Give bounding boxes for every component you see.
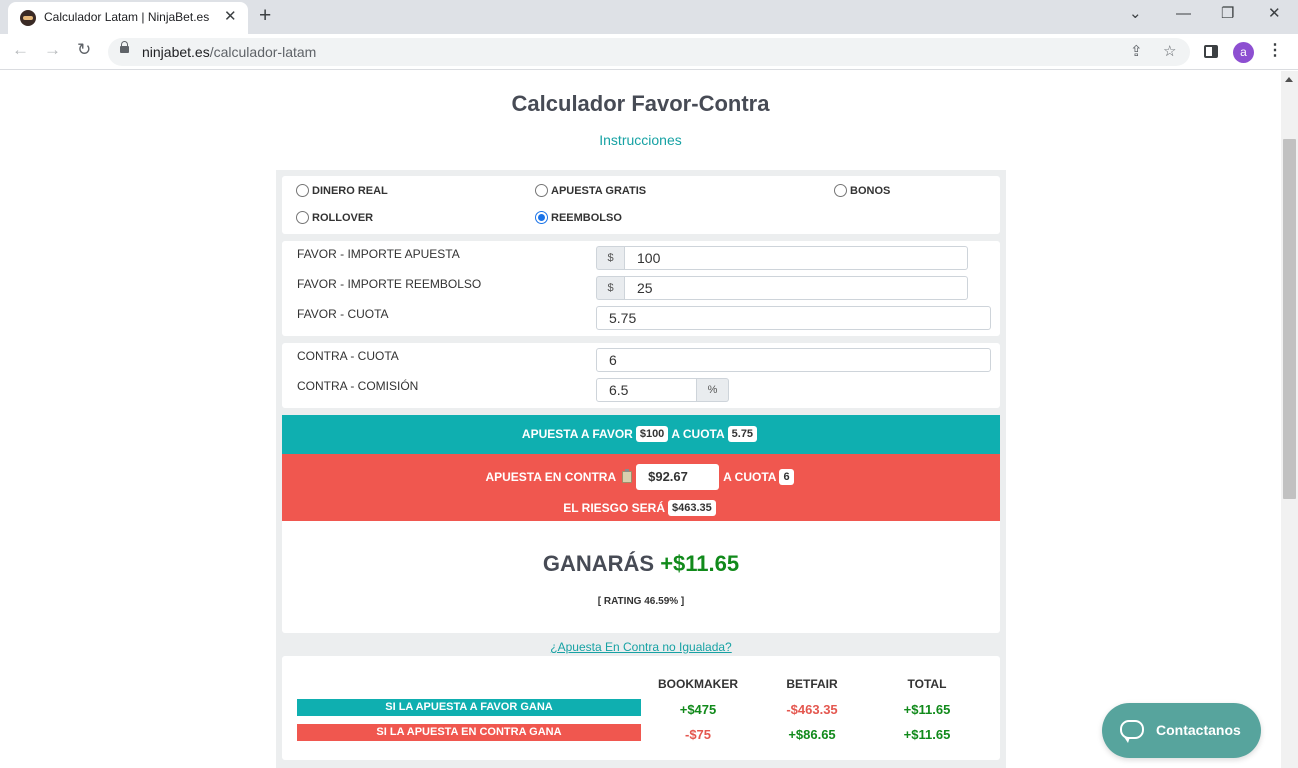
favor-card: FAVOR - IMPORTE APUESTA $ 100 FAVOR - IM… xyxy=(282,241,1000,336)
instructions-link[interactable]: Instrucciones xyxy=(599,132,682,148)
contra-commission-label: CONTRA - COMISIÓN xyxy=(297,379,419,393)
contact-button[interactable]: Contactanos xyxy=(1102,703,1261,758)
lay-bet-banner: APUESTA EN CONTRA $92.67 A CUOTA 6 EL RI… xyxy=(282,454,1000,521)
forward-icon[interactable]: → xyxy=(44,40,61,59)
favor-refund-input[interactable]: 25 xyxy=(624,276,968,300)
page-scrollbar[interactable] xyxy=(1281,71,1298,768)
restore-icon[interactable]: ❐ xyxy=(1221,5,1235,22)
profile-avatar[interactable]: a xyxy=(1233,42,1254,63)
radio-circle[interactable] xyxy=(535,184,548,197)
radio-circle[interactable] xyxy=(296,211,309,224)
favor-refund-group: $ 25 xyxy=(596,276,968,300)
browser-toolbar: ← → ↻ ninjabet.es/calculador-latam ⇪ ☆ a… xyxy=(0,34,1298,70)
page-title: Calculador Favor-Contra xyxy=(511,91,770,116)
unmatched-lay-link[interactable]: ¿Apuesta En Contra no Igualada? xyxy=(550,640,732,654)
rating-text: [ RATING 46.59% ] xyxy=(597,596,685,607)
col-header-total: TOTAL xyxy=(907,677,947,691)
scroll-up-icon[interactable] xyxy=(1285,77,1293,82)
radio-bonos[interactable]: BONOS xyxy=(834,184,890,197)
contra-odds-label: CONTRA - CUOTA xyxy=(297,349,399,363)
back-icon[interactable]: ← xyxy=(12,40,29,59)
currency-addon: $ xyxy=(596,246,624,270)
side-panel-icon[interactable] xyxy=(1204,45,1218,58)
back-odds-badge: 5.75 xyxy=(727,426,758,442)
cell-lay-wins-total: +$11.65 xyxy=(903,727,951,742)
radio-rollover[interactable]: ROLLOVER xyxy=(296,211,373,224)
profit-label: GANARÁS xyxy=(542,551,655,576)
share-icon[interactable]: ⇪ xyxy=(1130,43,1143,60)
bookmark-star-icon[interactable]: ☆ xyxy=(1163,43,1177,60)
lay-odds-prefix: A CUOTA xyxy=(723,470,777,484)
cell-back-wins-bookmaker: +$475 xyxy=(679,702,717,717)
favor-odds-group: 5.75 xyxy=(596,306,991,330)
contact-label: Contactanos xyxy=(1156,722,1241,738)
close-window-icon[interactable]: ✕ xyxy=(1268,5,1281,22)
cell-back-wins-betfair: -$463.35 xyxy=(786,702,838,717)
lay-bet-prefix: APUESTA EN CONTRA xyxy=(485,470,617,484)
back-stake-badge: $100 xyxy=(635,426,669,442)
row-label-back-wins: SI LA APUESTA A FAVOR GANA xyxy=(297,699,641,716)
lay-odds-badge: 6 xyxy=(779,469,794,485)
bet-type-card: DINERO REAL APUESTA GRATIS BONOS ROLLOVE… xyxy=(282,176,1000,234)
close-tab-icon[interactable]: ✕ xyxy=(224,8,237,25)
radio-circle-selected[interactable] xyxy=(535,211,548,224)
row-label-lay-wins: SI LA APUESTA EN CONTRA GANA xyxy=(297,724,641,741)
risk-label: EL RIESGO SERÁ xyxy=(563,501,666,515)
tab-title: Calculador Latam | NinjaBet.es xyxy=(44,10,210,24)
radio-apuesta-gratis[interactable]: APUESTA GRATIS xyxy=(535,184,646,197)
lay-stake-field[interactable]: $92.67 xyxy=(636,464,720,490)
scroll-thumb[interactable] xyxy=(1283,139,1296,499)
contra-commission-group: 6.5 % xyxy=(596,378,729,402)
contra-odds-input[interactable]: 6 xyxy=(596,348,991,372)
radio-reembolso[interactable]: REEMBOLSO xyxy=(535,211,622,224)
browser-menu-icon[interactable]: ⋮ xyxy=(1267,42,1283,59)
favor-stake-input[interactable]: 100 xyxy=(624,246,968,270)
minimize-icon[interactable]: — xyxy=(1176,5,1191,22)
url-text: ninjabet.es/calculador-latam xyxy=(142,44,317,60)
chat-bubble-icon xyxy=(1120,720,1144,743)
favor-odds-label: FAVOR - CUOTA xyxy=(297,307,389,321)
currency-addon: $ xyxy=(596,276,624,300)
radio-circle[interactable] xyxy=(296,184,309,197)
risk-badge: $463.35 xyxy=(668,500,716,516)
back-bet-prefix: APUESTA A FAVOR xyxy=(521,427,633,441)
profit-card xyxy=(282,521,1000,633)
clipboard-icon[interactable] xyxy=(622,469,633,483)
address-bar[interactable]: ninjabet.es/calculador-latam ⇪ ☆ xyxy=(108,38,1190,66)
radio-circle[interactable] xyxy=(834,184,847,197)
new-tab-icon[interactable]: + xyxy=(259,4,272,27)
browser-tab-bar: Calculador Latam | NinjaBet.es ✕ + ⌄ — ❐… xyxy=(0,0,1298,34)
profit-summary: GANARÁS +$11.65 xyxy=(282,551,1000,577)
contra-commission-input[interactable]: 6.5 xyxy=(596,378,697,402)
browser-tab[interactable]: Calculador Latam | NinjaBet.es ✕ xyxy=(8,2,248,34)
cell-back-wins-total: +$11.65 xyxy=(903,702,951,717)
ninjabet-favicon-icon xyxy=(20,10,36,26)
profit-value: +$11.65 xyxy=(660,551,740,576)
calculator-panel: DINERO REAL APUESTA GRATIS BONOS ROLLOVE… xyxy=(276,170,1006,768)
back-odds-prefix: A CUOTA xyxy=(671,427,725,441)
tab-search-icon[interactable]: ⌄ xyxy=(1129,5,1142,22)
favor-odds-input[interactable]: 5.75 xyxy=(596,306,991,330)
favor-stake-group: $ 100 xyxy=(596,246,968,270)
col-header-bookmaker: BOOKMAKER xyxy=(658,677,738,691)
contra-odds-group: 6 xyxy=(596,348,991,372)
col-header-betfair: BETFAIR xyxy=(786,677,838,691)
lock-icon xyxy=(120,41,129,53)
radio-dinero-real[interactable]: DINERO REAL xyxy=(296,184,388,197)
back-bet-banner: APUESTA A FAVOR $100 A CUOTA 5.75 xyxy=(282,415,1000,454)
favor-stake-label: FAVOR - IMPORTE APUESTA xyxy=(297,247,460,261)
percent-addon: % xyxy=(697,378,729,402)
contra-card: CONTRA - CUOTA 6 CONTRA - COMISIÓN 6.5 % xyxy=(282,343,1000,408)
favor-refund-label: FAVOR - IMPORTE REEMBOLSO xyxy=(297,277,482,291)
cell-lay-wins-bookmaker: -$75 xyxy=(684,727,712,742)
cell-lay-wins-betfair: +$86.65 xyxy=(788,727,836,742)
reload-icon[interactable]: ↻ xyxy=(77,40,92,59)
